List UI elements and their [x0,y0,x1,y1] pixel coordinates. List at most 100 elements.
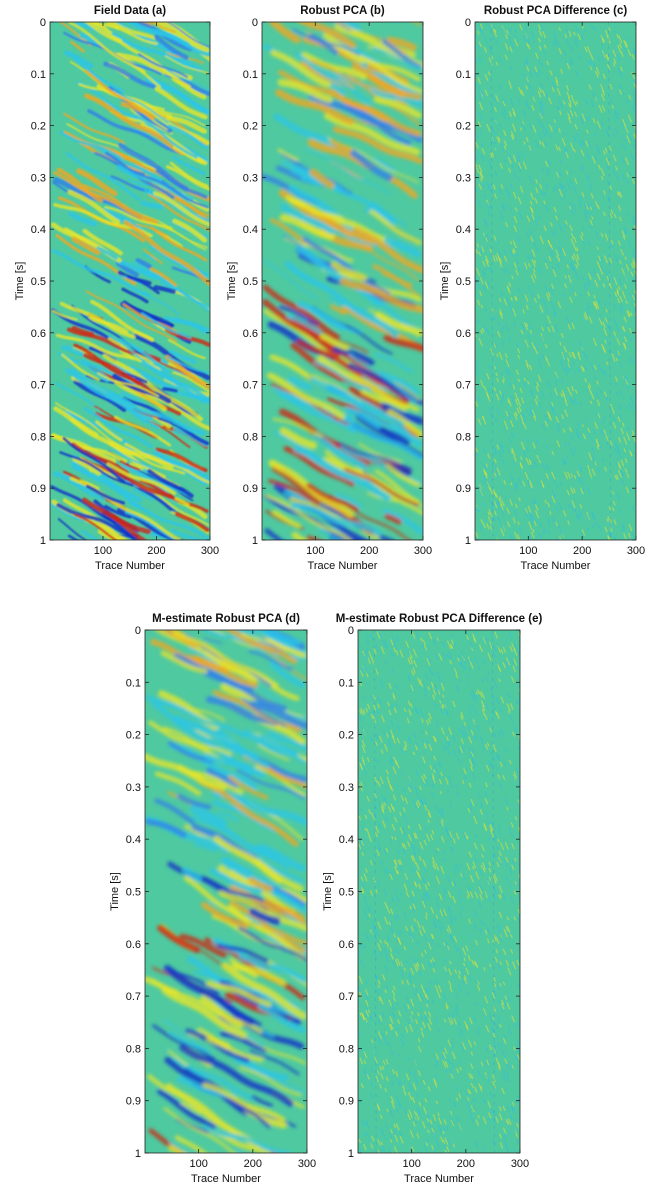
y-tick-label: 0.9 [456,483,471,495]
y-tick-label: 0 [40,17,46,29]
x-tick-label: 300 [511,1158,529,1170]
y-axis-label: Time [s] [14,262,26,301]
y-tick-label: 0.7 [243,380,258,392]
y-tick-label: 0.4 [31,224,46,236]
y-tick-label: 0.1 [126,677,141,689]
x-tick-label: 300 [627,545,645,557]
x-axis-label: Trace Number [191,1173,261,1185]
heatmap-band [173,577,233,604]
heatmap-band [267,1182,303,1190]
y-tick-label: 0.8 [243,431,258,443]
heatmap-band [169,588,205,616]
x-axis-label: Trace Number [404,1173,474,1185]
y-tick-label: 0.3 [456,172,471,184]
heatmap [475,22,639,547]
x-tick-label: 200 [457,1158,475,1170]
heatmap-band [136,583,160,599]
heatmap [145,577,307,1190]
heatmap-band [265,1169,301,1182]
chart-title: M-estimate Robust PCA (d) [152,613,300,625]
y-tick-label: 0.9 [31,483,46,495]
y-axis-label: Time [s] [109,872,121,911]
x-tick-label: 300 [201,545,219,557]
y-axis-label: Time [s] [439,262,451,301]
y-tick-label: 0.7 [339,991,354,1003]
y-tick-label: 0.6 [339,939,354,951]
panel: 00.10.20.30.40.50.60.70.80.91100200300Ro… [226,0,432,634]
heatmap-band [254,1178,302,1190]
heatmap-band [69,536,147,580]
y-tick-label: 0.7 [456,380,471,392]
y-tick-label: 0 [135,625,141,637]
y-tick-label: 0.5 [243,276,258,288]
y-tick-label: 0.6 [243,328,258,340]
y-tick-label: 0.2 [339,730,354,742]
y-tick-label: 0.2 [31,121,46,133]
y-tick-label: 0.5 [339,887,354,899]
panel: 00.10.20.30.40.50.60.70.80.91100200300Fi… [14,0,219,644]
y-tick-label: 0.6 [31,328,46,340]
x-tick-label: 100 [306,545,324,557]
heatmap-band [173,558,197,573]
y-axis-label: Time [s] [322,872,334,911]
chart-title: Robust PCA (b) [300,5,385,17]
heatmap-band [347,571,395,603]
y-tick-label: 0.3 [31,172,46,184]
y-tick-label: 0.6 [126,939,141,951]
y-tick-label: 0.4 [126,834,141,846]
y-tick-label: 0.5 [126,887,141,899]
y-tick-label: 0.1 [243,69,258,81]
x-tick-label: 100 [94,545,112,557]
heatmap-band [162,549,204,571]
panel: 00.10.20.30.40.50.60.70.80.91100200300M-… [109,577,316,1190]
y-tick-label: 0.8 [456,431,471,443]
heatmap-band [381,572,417,584]
y-tick-label: 0 [348,625,354,637]
heatmap [358,630,523,1157]
y-tick-label: 0.3 [339,782,354,794]
y-tick-label: 0.3 [126,782,141,794]
x-tick-label: 300 [298,1158,316,1170]
y-tick-label: 0.6 [456,328,471,340]
x-tick-label: 100 [519,545,537,557]
chart-title: M-estimate Robust PCA Difference (e) [336,613,543,625]
heatmap-band [146,571,182,588]
x-axis-label: Trace Number [521,560,591,572]
panel: 00.10.20.30.40.50.60.70.80.91100200300M-… [322,613,542,1185]
y-tick-label: 1 [348,1148,354,1160]
heatmap [262,0,423,634]
x-tick-label: 200 [147,545,165,557]
heatmap-band [175,594,205,615]
chart-title: Robust PCA Difference (c) [484,5,628,17]
y-tick-label: 0 [465,17,471,29]
y-tick-label: 0 [252,17,258,29]
y-tick-label: 0.7 [126,991,141,1003]
y-tick-label: 0.8 [31,431,46,443]
y-tick-label: 0.1 [31,69,46,81]
y-tick-label: 0.9 [243,483,258,495]
x-tick-label: 300 [414,545,432,557]
heatmap-band [173,565,197,582]
heatmap-band [257,1177,305,1190]
heatmap-band [61,0,97,20]
heatmap-band [231,1186,255,1190]
y-tick-label: 0.5 [31,276,46,288]
y-tick-label: 0.9 [126,1096,141,1108]
x-tick-label: 200 [244,1158,262,1170]
x-tick-label: 100 [189,1158,207,1170]
y-tick-label: 0.2 [243,121,258,133]
y-tick-label: 0.9 [339,1096,354,1108]
heatmap-band [145,593,157,598]
y-tick-label: 0.3 [243,172,258,184]
y-tick-label: 0.2 [456,121,471,133]
heatmap-band [174,581,210,608]
x-axis-label: Trace Number [308,560,378,572]
chart-title: Field Data (a) [94,5,166,17]
y-tick-label: 0.1 [456,69,471,81]
y-tick-label: 1 [252,535,258,547]
y-tick-label: 1 [40,535,46,547]
y-tick-label: 1 [135,1148,141,1160]
heatmap-band [75,0,111,4]
heatmap-band [174,588,204,609]
x-tick-label: 200 [360,545,378,557]
